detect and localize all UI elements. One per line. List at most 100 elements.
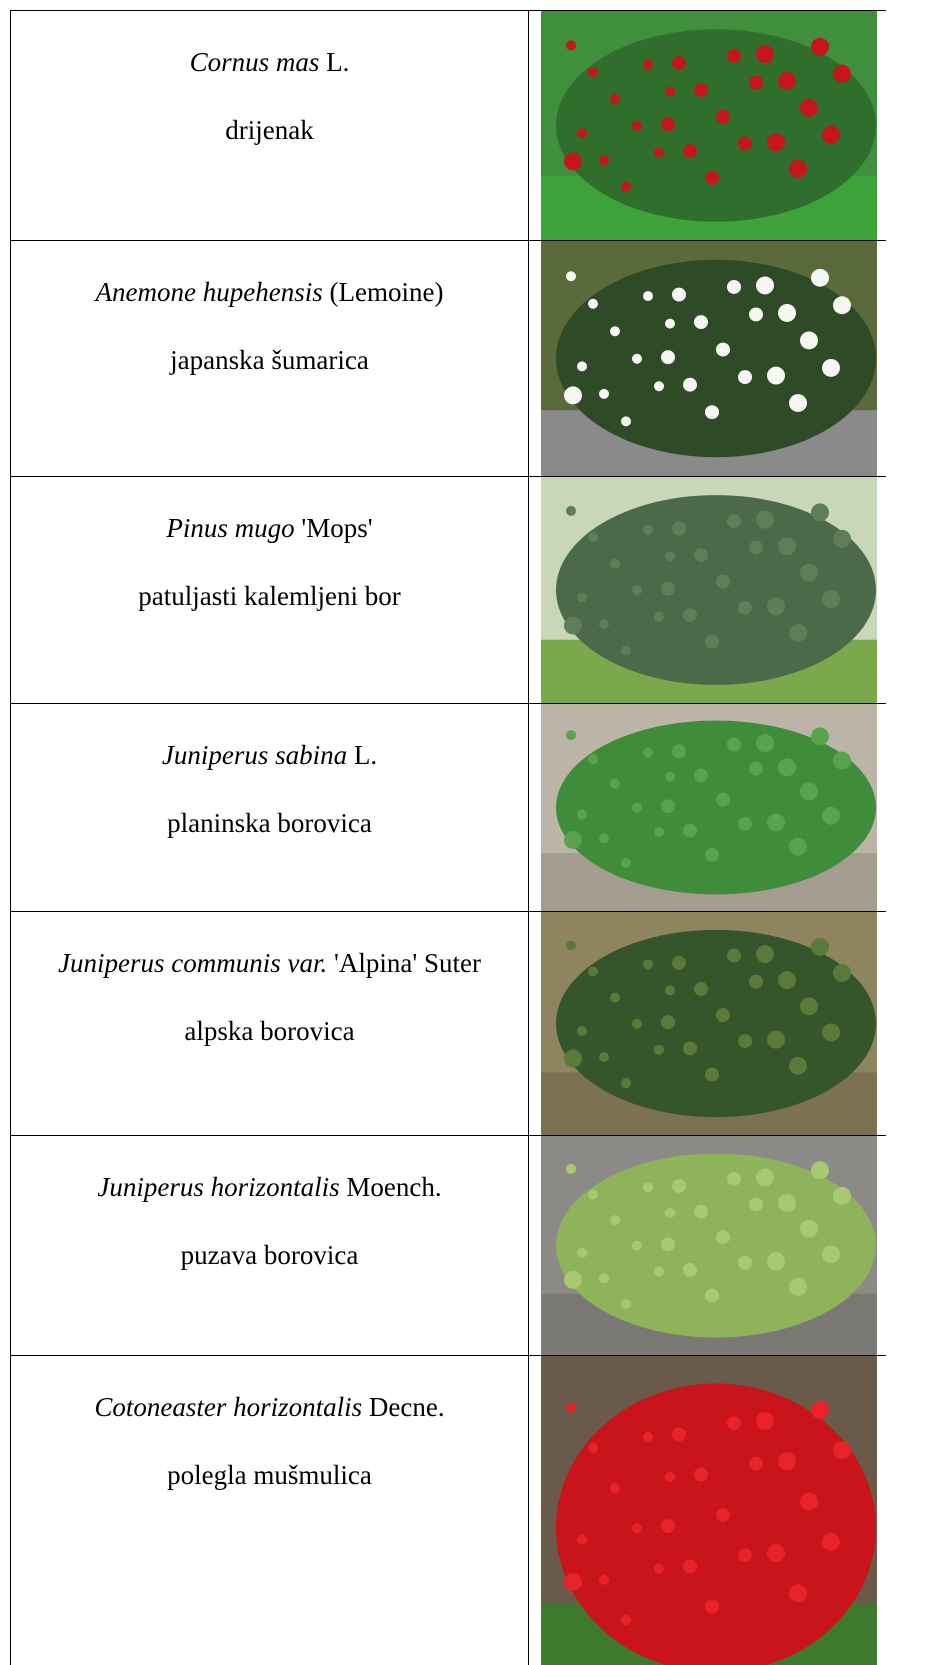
plant-detail	[621, 1078, 631, 1089]
plant-detail	[789, 623, 807, 642]
plant-detail	[599, 619, 609, 629]
plant-detail	[566, 271, 576, 282]
plant-detail	[727, 948, 741, 963]
plant-detail	[800, 1492, 818, 1511]
table-row: Juniperus communis var. 'Alpina' Suter al…	[10, 911, 886, 1135]
plant-detail	[621, 857, 631, 868]
plant-detail	[588, 532, 598, 543]
plant-detail	[756, 276, 774, 295]
plant-detail	[632, 1018, 642, 1029]
plant-detail	[716, 1507, 730, 1522]
plant-detail	[716, 109, 730, 124]
plant-detail	[621, 181, 631, 192]
plant-detail	[632, 802, 642, 813]
plant-detail	[599, 1052, 609, 1063]
plant-detail	[833, 296, 851, 315]
plant-detail	[665, 86, 675, 97]
plant-detail	[738, 370, 752, 385]
plant-detail	[800, 331, 818, 350]
plant-detail	[822, 1532, 840, 1551]
plant-detail	[705, 634, 719, 649]
plant-detail	[672, 521, 686, 536]
plant-detail	[778, 758, 796, 777]
plant-detail	[822, 1023, 840, 1042]
plant-detail	[749, 75, 763, 90]
plant-detail	[749, 540, 763, 555]
plant-detail	[705, 1599, 719, 1614]
plant-detail	[789, 159, 807, 178]
plant-detail	[588, 754, 598, 765]
latin-italic: Juniperus horizontalis	[97, 1172, 340, 1202]
latin-italic: Anemone hupehensis	[95, 277, 323, 307]
plant-detail	[643, 59, 653, 70]
plant-detail	[577, 1534, 587, 1545]
common-name: patuljasti kalemljeni bor	[138, 581, 401, 611]
plant-detail	[727, 279, 741, 294]
plant-photo	[541, 1356, 877, 1665]
plant-detail	[749, 1456, 763, 1471]
plant-shape	[556, 495, 876, 685]
plant-detail	[738, 600, 752, 615]
plant-detail	[564, 152, 582, 171]
plant-detail	[599, 388, 609, 399]
plant-detail	[683, 1041, 697, 1056]
plant-detail	[749, 1197, 763, 1212]
plant-detail	[694, 315, 708, 330]
latin-name: Cotoneaster horizontalis Decne.	[11, 1392, 528, 1423]
plant-detail	[767, 133, 785, 152]
plant-detail	[716, 1008, 730, 1022]
plant-detail	[661, 581, 675, 596]
plant-detail	[610, 558, 620, 569]
plant-detail	[811, 1161, 829, 1180]
plant-detail	[811, 727, 829, 746]
plant-detail	[749, 761, 763, 776]
plant-detail	[632, 1523, 642, 1534]
plant-detail	[672, 1427, 686, 1442]
plant-detail	[694, 1204, 708, 1219]
plant-detail	[705, 1288, 719, 1303]
plant-detail	[833, 1441, 851, 1460]
plant-detail	[756, 510, 774, 529]
plant-detail	[756, 945, 774, 964]
plant-detail	[767, 1543, 785, 1562]
latin-italic: Pinus mugo	[166, 513, 295, 543]
plant-detail	[661, 350, 675, 365]
plant-detail	[672, 1178, 686, 1193]
plant-detail	[566, 1402, 576, 1413]
plant-detail	[661, 117, 675, 132]
latin-italic: Cornus mas	[189, 47, 320, 77]
plant-detail	[694, 768, 708, 783]
plant-detail	[789, 837, 807, 856]
common-name: puzava borovica	[180, 1240, 359, 1270]
plant-detail	[661, 1519, 675, 1534]
plant-detail	[727, 1171, 741, 1186]
plant-detail	[566, 40, 576, 51]
plant-detail	[566, 1163, 576, 1174]
plant-detail	[599, 1574, 609, 1585]
table-row: Pinus mugo 'Mops' patuljasti kalemljeni b…	[10, 476, 886, 703]
plant-detail	[564, 831, 582, 849]
plant-detail	[778, 971, 796, 990]
plant-detail	[672, 744, 686, 759]
plant-detail	[789, 1584, 807, 1603]
plant-detail	[577, 361, 587, 372]
common-name: drijenak	[225, 115, 314, 145]
common-name: planinska borovica	[167, 808, 372, 838]
plant-detail	[705, 847, 719, 862]
plant-detail	[727, 1416, 741, 1431]
plant-detail	[705, 405, 719, 420]
table-row: Cornus mas L. drijenak	[10, 10, 886, 240]
latin-authority: L.	[353, 740, 378, 770]
plant-detail	[694, 83, 708, 97]
plant-detail	[632, 585, 642, 596]
plant-detail	[767, 597, 785, 616]
plant-detail	[588, 298, 598, 309]
plant-detail	[811, 37, 829, 56]
plant-detail	[588, 67, 598, 78]
common-name: japanska šumarica	[170, 345, 369, 375]
plant-detail	[577, 1025, 587, 1036]
plant-detail	[778, 72, 796, 91]
plant-detail	[665, 318, 675, 329]
plant-detail	[610, 1483, 620, 1494]
plant-detail	[833, 529, 851, 548]
